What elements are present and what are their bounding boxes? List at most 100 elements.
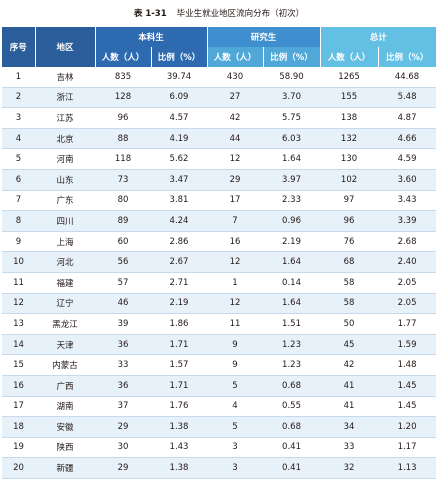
cell-undergrad-count: 60 bbox=[95, 231, 151, 253]
cell-undergrad-ratio: 1.38 bbox=[151, 457, 208, 479]
cell-grad-count: 12 bbox=[207, 148, 264, 170]
cell-total-ratio: 2.40 bbox=[378, 251, 437, 273]
header-undergrad-ratio: 比例（%） bbox=[150, 47, 208, 67]
cell-region: 山东 bbox=[35, 169, 95, 191]
cell-undergrad-count: 33 bbox=[95, 354, 151, 376]
cell-grad-count: 9 bbox=[207, 354, 264, 376]
header-row-metrics: 人数（人） 比例（%） 人数（人） 比例（%） 人数（人） 比例（%） bbox=[2, 47, 437, 67]
cell-total-ratio: 3.43 bbox=[378, 190, 437, 212]
cell-undergrad-ratio: 3.81 bbox=[151, 190, 208, 212]
header-row-groups: 序号 地区 本科生 研究生 总计 bbox=[2, 27, 437, 67]
cell-total-count: 58 bbox=[320, 272, 379, 294]
cell-seq: 2 bbox=[2, 87, 35, 109]
cell-total-ratio: 4.87 bbox=[378, 107, 437, 129]
cell-undergrad-count: 73 bbox=[95, 169, 151, 191]
cell-grad-ratio: 0.68 bbox=[263, 416, 321, 438]
cell-region: 河北 bbox=[35, 251, 95, 273]
cell-undergrad-count: 835 bbox=[95, 67, 151, 88]
table-body: 1 吉林 835 39.74 430 58.90 1265 44.68 2 浙江 128 6.09 27… bbox=[2, 67, 437, 479]
cell-total-ratio: 1.45 bbox=[378, 396, 437, 418]
cell-seq: 13 bbox=[2, 313, 35, 335]
cell-grad-count: 42 bbox=[207, 107, 264, 129]
cell-total-count: 132 bbox=[320, 128, 379, 150]
cell-seq: 5 bbox=[2, 148, 35, 170]
cell-region: 湖南 bbox=[35, 396, 95, 418]
cell-grad-ratio: 0.68 bbox=[263, 375, 321, 397]
table-row: 17 湖南 37 1.76 4 0.55 41 1.45 bbox=[2, 396, 437, 418]
cell-total-count: 130 bbox=[320, 148, 379, 170]
cell-undergrad-ratio: 5.62 bbox=[151, 148, 208, 170]
cell-seq: 7 bbox=[2, 190, 35, 212]
cell-total-ratio: 1.59 bbox=[378, 334, 437, 356]
cell-total-ratio: 3.60 bbox=[378, 169, 437, 191]
cell-seq: 17 bbox=[2, 396, 35, 418]
cell-undergrad-ratio: 1.57 bbox=[151, 354, 208, 376]
cell-total-ratio: 2.05 bbox=[378, 272, 437, 294]
cell-seq: 1 bbox=[2, 67, 35, 88]
cell-seq: 9 bbox=[2, 231, 35, 253]
cell-grad-ratio: 0.55 bbox=[263, 396, 321, 418]
cell-grad-count: 44 bbox=[207, 128, 264, 150]
cell-total-ratio: 1.20 bbox=[378, 416, 437, 438]
cell-total-ratio: 3.39 bbox=[378, 210, 437, 232]
table-row: 2 浙江 128 6.09 27 3.70 155 5.48 bbox=[2, 87, 437, 109]
cell-region: 江苏 bbox=[35, 107, 95, 129]
cell-region: 广东 bbox=[35, 190, 95, 212]
cell-grad-count: 4 bbox=[207, 396, 264, 418]
cell-grad-count: 5 bbox=[207, 416, 264, 438]
header-total-ratio: 比例（%） bbox=[377, 47, 437, 67]
cell-seq: 10 bbox=[2, 251, 35, 273]
cell-undergrad-ratio: 4.24 bbox=[151, 210, 208, 232]
cell-grad-ratio: 5.75 bbox=[263, 107, 321, 129]
table-row: 10 河北 56 2.67 12 1.64 68 2.40 bbox=[2, 251, 437, 273]
cell-region: 河南 bbox=[35, 148, 95, 170]
cell-region: 陕西 bbox=[35, 437, 95, 459]
cell-undergrad-ratio: 2.71 bbox=[151, 272, 208, 294]
cell-region: 内蒙古 bbox=[35, 354, 95, 376]
table-row: 18 安徽 29 1.38 5 0.68 34 1.20 bbox=[2, 416, 437, 438]
table-row: 16 广西 36 1.71 5 0.68 41 1.45 bbox=[2, 375, 437, 397]
cell-total-count: 50 bbox=[320, 313, 379, 335]
table-row: 5 河南 118 5.62 12 1.64 130 4.59 bbox=[2, 148, 437, 170]
table-row: 1 吉林 835 39.74 430 58.90 1265 44.68 bbox=[2, 67, 437, 88]
header-grad-ratio: 比例（%） bbox=[262, 47, 321, 67]
cell-grad-ratio: 0.41 bbox=[263, 437, 321, 459]
cell-grad-count: 5 bbox=[207, 375, 264, 397]
cell-grad-ratio: 6.03 bbox=[263, 128, 321, 150]
cell-grad-ratio: 1.23 bbox=[263, 354, 321, 376]
cell-seq: 18 bbox=[2, 416, 35, 438]
cell-total-ratio: 5.48 bbox=[378, 87, 437, 109]
cell-grad-count: 29 bbox=[207, 169, 264, 191]
document-page: 表 1-31 毕业生就业地区流向分布（初次） 序号 地区 本科生 研究生 总计 人… bbox=[2, 9, 437, 479]
cell-total-count: 34 bbox=[320, 416, 379, 438]
cell-undergrad-count: 57 bbox=[95, 272, 151, 294]
cell-undergrad-ratio: 2.86 bbox=[151, 231, 208, 253]
cell-grad-ratio: 1.64 bbox=[263, 293, 321, 315]
table-row: 11 福建 57 2.71 1 0.14 58 2.05 bbox=[2, 272, 437, 294]
cell-undergrad-ratio: 1.71 bbox=[151, 334, 208, 356]
cell-total-count: 42 bbox=[320, 354, 379, 376]
table-row: 13 黑龙江 39 1.86 11 1.51 50 1.77 bbox=[2, 313, 437, 335]
cell-grad-ratio: 0.14 bbox=[263, 272, 321, 294]
cell-total-count: 41 bbox=[320, 375, 379, 397]
region-distribution-table: 序号 地区 本科生 研究生 总计 人数（人） 比例（%） 人数（人） 比例（%）… bbox=[2, 27, 437, 479]
table-row: 19 陕西 30 1.43 3 0.41 33 1.17 bbox=[2, 437, 437, 459]
cell-undergrad-count: 118 bbox=[95, 148, 151, 170]
cell-undergrad-count: 88 bbox=[95, 128, 151, 150]
cell-grad-ratio: 0.41 bbox=[263, 457, 321, 479]
cell-undergrad-count: 36 bbox=[95, 334, 151, 356]
table-number: 表 1-31 bbox=[133, 9, 167, 19]
cell-total-ratio: 1.48 bbox=[378, 354, 437, 376]
cell-undergrad-ratio: 39.74 bbox=[151, 67, 208, 88]
cell-total-ratio: 2.68 bbox=[378, 231, 437, 253]
cell-total-count: 76 bbox=[320, 231, 379, 253]
cell-grad-count: 12 bbox=[207, 251, 264, 273]
cell-total-count: 102 bbox=[320, 169, 379, 191]
cell-total-count: 96 bbox=[320, 210, 379, 232]
cell-total-count: 41 bbox=[320, 396, 379, 418]
cell-seq: 14 bbox=[2, 334, 35, 356]
table-row: 6 山东 73 3.47 29 3.97 102 3.60 bbox=[2, 169, 437, 191]
cell-total-ratio: 2.05 bbox=[378, 293, 437, 315]
cell-undergrad-count: 30 bbox=[95, 437, 151, 459]
cell-grad-ratio: 1.64 bbox=[263, 148, 321, 170]
